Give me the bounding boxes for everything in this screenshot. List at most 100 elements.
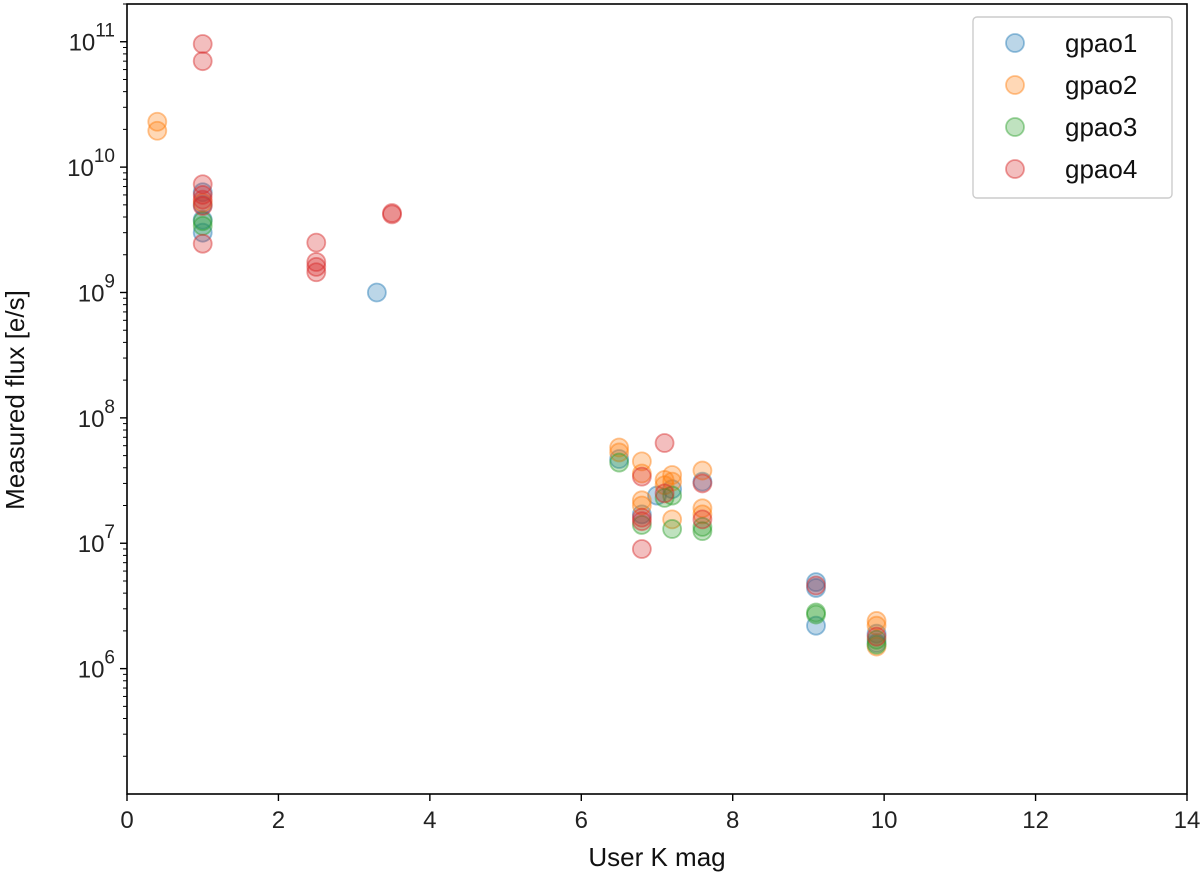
point-gpao4 <box>692 509 713 530</box>
y-tick-label: 1010 <box>67 146 115 182</box>
point-gpao3 <box>609 452 630 473</box>
legend-marker-gpao3 <box>1005 117 1025 137</box>
point-gpao1 <box>192 182 213 203</box>
point-gpao4 <box>192 196 213 216</box>
x-tick-label: 0 <box>120 807 133 834</box>
point-gpao3 <box>662 519 683 539</box>
point-gpao2 <box>654 470 675 490</box>
point-gpao3 <box>692 521 713 541</box>
point-gpao1 <box>866 633 887 653</box>
point-gpao1 <box>647 485 667 506</box>
y-tick-base: 10 <box>67 155 94 182</box>
point-gpao2 <box>631 495 652 516</box>
legend-label-gpao3: gpao3 <box>1065 112 1137 142</box>
point-gpao3 <box>866 634 887 655</box>
point-gpao4 <box>806 575 826 596</box>
x-tick-label: 8 <box>726 807 739 834</box>
y-tick-base: 10 <box>78 406 105 433</box>
point-gpao1 <box>609 449 630 469</box>
point-gpao4 <box>382 204 402 225</box>
point-gpao4 <box>631 511 652 532</box>
point-gpao4 <box>306 257 327 277</box>
point-gpao2 <box>692 498 713 519</box>
point-gpao3 <box>692 517 713 537</box>
y-tick-base: 10 <box>78 280 105 307</box>
point-gpao1 <box>192 209 213 230</box>
point-gpao4 <box>306 252 327 272</box>
point-gpao4 <box>192 174 213 195</box>
plot-frame <box>126 3 1188 795</box>
point-gpao4 <box>306 262 327 283</box>
point-gpao2 <box>692 504 713 525</box>
point-gpao3 <box>192 215 213 236</box>
point-gpao1 <box>806 572 826 592</box>
y-tick-exponent: 10 <box>94 146 115 167</box>
y-tick-exponent: 6 <box>104 648 115 669</box>
point-gpao4 <box>192 189 213 210</box>
point-gpao2 <box>609 442 630 463</box>
point-gpao2 <box>147 111 168 132</box>
point-gpao1 <box>662 479 683 500</box>
point-gpao3 <box>806 602 826 623</box>
legend-marker-gpao4 <box>1005 159 1025 179</box>
point-gpao1 <box>192 194 213 215</box>
x-axis: 0 2 4 6 8 10 12 14 <box>120 794 1200 834</box>
point-gpao2 <box>866 615 887 636</box>
point-gpao3 <box>866 629 887 650</box>
point-gpao1 <box>806 615 826 636</box>
legend-label-gpao1: gpao1 <box>1065 28 1137 58</box>
point-gpao2 <box>654 475 675 496</box>
y-tick-exponent: 9 <box>104 271 115 292</box>
point-gpao2 <box>631 451 652 472</box>
legend-box <box>972 16 1173 199</box>
point-gpao2 <box>631 490 652 511</box>
point-gpao3 <box>631 515 652 535</box>
y-tick-label: 1011 <box>69 21 115 57</box>
x-tick-label: 14 <box>1174 807 1200 834</box>
point-gpao2 <box>866 611 887 631</box>
point-gpao4 <box>192 51 213 72</box>
point-gpao4 <box>654 483 675 504</box>
point-gpao3 <box>192 211 213 232</box>
point-gpao4 <box>866 626 887 647</box>
y-tick-base: 10 <box>69 30 96 57</box>
y-tick-label: 106 <box>78 648 115 684</box>
point-gpao4 <box>192 233 213 254</box>
legend-marker-gpao1 <box>1005 33 1025 53</box>
point-gpao3 <box>654 487 675 508</box>
y-tick-base: 10 <box>78 531 105 558</box>
x-tick-label: 12 <box>1022 807 1049 834</box>
point-gpao2 <box>662 465 683 485</box>
legend-label-gpao4: gpao4 <box>1065 154 1137 184</box>
point-gpao1 <box>692 471 713 492</box>
point-gpao4 <box>631 507 652 528</box>
point-gpao2 <box>692 460 713 481</box>
point-gpao1 <box>866 623 887 644</box>
point-gpao1 <box>366 282 387 303</box>
point-gpao1 <box>631 504 652 525</box>
legend-label-gpao2: gpao2 <box>1065 70 1137 100</box>
point-gpao2 <box>192 192 213 213</box>
y-tick-base: 10 <box>78 657 105 684</box>
point-gpao1 <box>192 222 213 243</box>
y-tick-exponent: 11 <box>95 21 115 42</box>
x-axis-label: User K mag <box>588 842 725 872</box>
x-tick-label: 6 <box>575 807 588 834</box>
point-gpao4 <box>306 232 327 253</box>
y-tick-label: 108 <box>78 397 115 433</box>
y-tick-exponent: 8 <box>104 397 115 418</box>
point-gpao2 <box>147 120 168 141</box>
y-tick-label: 109 <box>78 271 115 307</box>
point-gpao2 <box>662 471 683 492</box>
point-gpao2 <box>662 509 683 530</box>
point-gpao4 <box>192 185 213 205</box>
point-gpao4 <box>631 466 652 487</box>
legend-marker-gpao2 <box>1005 75 1025 95</box>
point-gpao4 <box>654 433 675 453</box>
point-gpao4 <box>692 473 713 494</box>
point-gpao4 <box>631 539 652 559</box>
point-gpao2 <box>609 437 630 458</box>
x-tick-label: 2 <box>272 807 285 834</box>
